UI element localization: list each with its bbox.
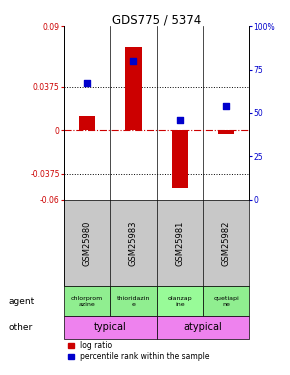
Text: agent: agent — [8, 297, 35, 306]
Bar — [157, 286, 203, 316]
Bar — [157, 316, 249, 339]
Bar — [64, 286, 110, 316]
Legend: log ratio, percentile rank within the sample: log ratio, percentile rank within the sa… — [68, 341, 209, 361]
Text: GSM25980: GSM25980 — [82, 220, 92, 266]
Bar — [203, 286, 249, 316]
Bar — [64, 316, 157, 339]
Point — [224, 103, 229, 109]
Text: other: other — [8, 323, 32, 332]
Text: thioridazin
e: thioridazin e — [117, 296, 150, 306]
Text: olanzap
ine: olanzap ine — [168, 296, 192, 306]
Title: GDS775 / 5374: GDS775 / 5374 — [112, 13, 201, 26]
Text: typical: typical — [94, 322, 126, 332]
Bar — [218, 130, 234, 134]
Text: GSM25981: GSM25981 — [175, 220, 184, 266]
Point — [131, 58, 136, 64]
Bar — [125, 47, 142, 130]
Text: chlorprom
azine: chlorprom azine — [71, 296, 103, 306]
Point — [85, 81, 89, 87]
Text: GSM25983: GSM25983 — [129, 220, 138, 266]
Text: GSM25982: GSM25982 — [222, 220, 231, 266]
Bar — [172, 130, 188, 188]
Point — [177, 117, 182, 123]
Bar — [110, 286, 157, 316]
Text: atypical: atypical — [184, 322, 222, 332]
Bar — [79, 116, 95, 130]
Text: quetiapi
ne: quetiapi ne — [213, 296, 239, 306]
